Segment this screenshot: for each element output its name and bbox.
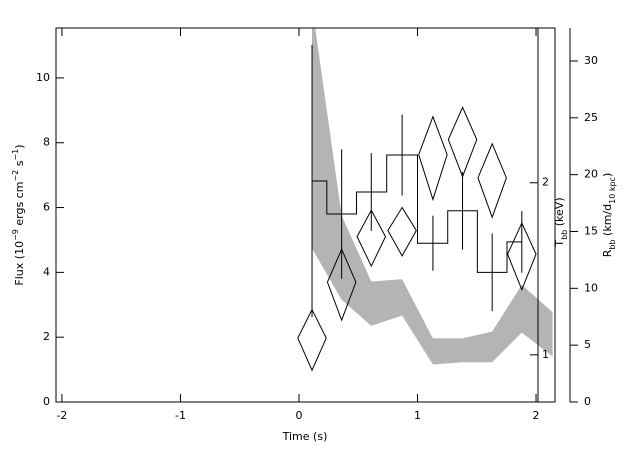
y-axis-title: Flux (10−9 ergs cm−2 s−1) (11, 144, 26, 285)
y-axis-title-part: −2 (11, 170, 20, 182)
y-axis-title-part: Flux (10 (13, 241, 26, 286)
y2-axis-title-part: 10 kpc (608, 177, 617, 204)
y2-axis-title: Rbb (km/d10 kpc) (601, 173, 617, 258)
y2-tick-label: 10 (584, 281, 598, 294)
y-tick-label: 10 (36, 71, 50, 84)
temperature-diamond (326, 247, 357, 322)
y-tick-label: 6 (43, 201, 50, 214)
y-tick-label: 4 (43, 265, 50, 278)
y2-tick-label: 0 (584, 395, 591, 408)
y2-tick-label: 15 (584, 224, 598, 237)
y-axis-title-part: −9 (11, 229, 20, 241)
x-tick-label: 2 (533, 409, 540, 422)
temperature-diamond (418, 115, 448, 202)
temperature-diamond (356, 209, 387, 268)
x-tick-label: 0 (295, 409, 302, 422)
y3-axis-title-part: (keV) (553, 197, 566, 229)
y-axis-title-part: ) (13, 144, 26, 148)
y-axis-title-part: −1 (11, 149, 20, 161)
x-axis-title: Time (s) (282, 430, 328, 443)
plot-area (297, 28, 553, 372)
y-axis-title-part: s (13, 160, 26, 169)
temperature-diamond (477, 142, 507, 219)
y2-tick-label: 20 (584, 168, 598, 181)
y-tick-label: 8 (43, 136, 50, 149)
y-tick-label: 2 (43, 330, 50, 343)
x-tick-label: -1 (175, 409, 186, 422)
y-tick-label: 0 (43, 395, 50, 408)
x-tick-label: -2 (56, 409, 67, 422)
temperature-diamond (507, 221, 537, 292)
y2-axis-title-part: ) (601, 173, 614, 177)
radius-band (312, 28, 553, 365)
temperature-diamond (447, 106, 478, 179)
temperature-diamond (297, 308, 327, 372)
x-tick-label: 1 (414, 409, 421, 422)
y2-axis-title-part: (km/d (601, 204, 614, 240)
y2-axis-title-part: R (601, 249, 614, 257)
y3-axis-title: Tbb (keV) (553, 197, 569, 247)
plot-frame (55, 27, 556, 403)
y2-tick-label: 5 (584, 338, 591, 351)
y2-axis-title-part: bb (608, 239, 617, 249)
y2-tick-label: 25 (584, 111, 598, 124)
y3-axis-title-part: bb (560, 230, 569, 240)
y2-tick-label: 30 (584, 54, 598, 67)
y3-tick-label: 1 (542, 348, 549, 361)
y3-tick-label: 2 (542, 176, 549, 189)
temperature-diamond (387, 206, 417, 257)
y3-axis-title-part: T (553, 240, 566, 248)
y-axis-title-part: ergs cm (13, 182, 26, 230)
